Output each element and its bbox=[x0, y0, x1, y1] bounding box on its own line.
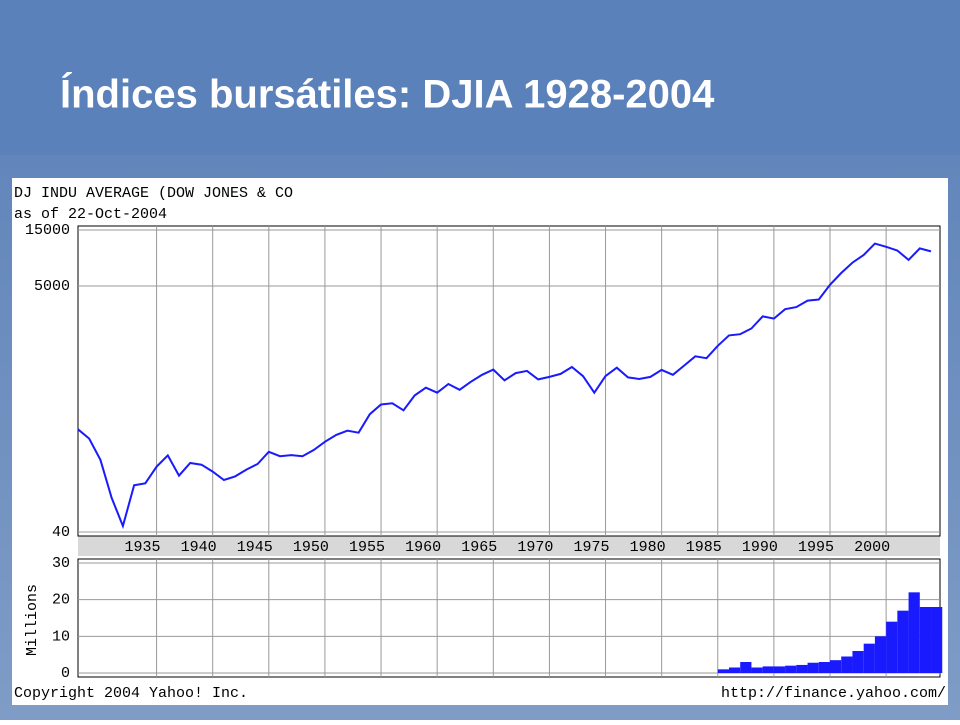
copyright: Copyright 2004 Yahoo! Inc. bbox=[14, 685, 248, 702]
chart-subtitle: as of 22-Oct-2004 bbox=[14, 206, 167, 223]
y-tick-label: 20 bbox=[52, 592, 70, 609]
x-tick-label: 1940 bbox=[181, 539, 217, 556]
volume-bar bbox=[931, 607, 943, 673]
volume-bar bbox=[785, 665, 797, 673]
x-tick-label: 1955 bbox=[349, 539, 385, 556]
y-tick-label: 10 bbox=[52, 628, 70, 645]
volume-bar bbox=[908, 592, 920, 673]
x-tick-label: 1950 bbox=[293, 539, 329, 556]
volume-bar bbox=[852, 651, 864, 673]
volume-bar bbox=[740, 662, 752, 673]
price-line bbox=[77, 242, 932, 530]
x-tick-label: 1980 bbox=[630, 539, 666, 556]
y-tick-label: 15000 bbox=[25, 222, 70, 239]
volume-bar bbox=[841, 656, 853, 673]
volume-bar bbox=[728, 667, 741, 673]
x-tick-label: 1990 bbox=[742, 539, 778, 556]
volume-bar bbox=[830, 660, 842, 673]
title-band bbox=[0, 0, 960, 155]
x-tick-label: 1975 bbox=[574, 539, 610, 556]
volume-bar bbox=[717, 669, 729, 673]
volume-bar bbox=[796, 664, 808, 673]
volume-bar bbox=[863, 643, 875, 673]
x-label-band bbox=[78, 536, 940, 556]
x-tick-label: 1960 bbox=[405, 539, 441, 556]
chart-panel bbox=[12, 178, 948, 705]
y-tick-label: 5000 bbox=[34, 278, 70, 295]
volume-bar bbox=[886, 621, 898, 673]
x-tick-label: 1970 bbox=[517, 539, 553, 556]
volume-bar bbox=[751, 667, 763, 673]
x-tick-label: 1985 bbox=[686, 539, 722, 556]
volume-bar bbox=[874, 636, 887, 673]
slide-title: Índices bursátiles: DJIA 1928-2004 bbox=[60, 72, 715, 117]
volume-bar bbox=[818, 662, 831, 673]
volume-bar bbox=[762, 666, 774, 673]
volume-bar bbox=[919, 607, 932, 673]
volume-bar bbox=[807, 662, 819, 673]
y-tick-label: 30 bbox=[52, 555, 70, 572]
chart-title: DJ INDU AVERAGE (DOW JONES & CO bbox=[14, 185, 293, 202]
y-axis-label: Millions bbox=[24, 584, 41, 656]
source: http://finance.yahoo.com/ bbox=[721, 685, 946, 702]
x-tick-label: 2000 bbox=[854, 539, 890, 556]
x-tick-label: 1945 bbox=[237, 539, 273, 556]
x-tick-label: 1935 bbox=[125, 539, 161, 556]
plot-frame bbox=[77, 225, 941, 537]
x-tick-label: 1965 bbox=[461, 539, 497, 556]
x-tick-label: 1995 bbox=[798, 539, 834, 556]
y-tick-label: 0 bbox=[61, 665, 70, 682]
y-tick-label: 40 bbox=[52, 524, 70, 541]
volume-bar bbox=[773, 666, 786, 673]
volume-bar bbox=[897, 610, 909, 673]
